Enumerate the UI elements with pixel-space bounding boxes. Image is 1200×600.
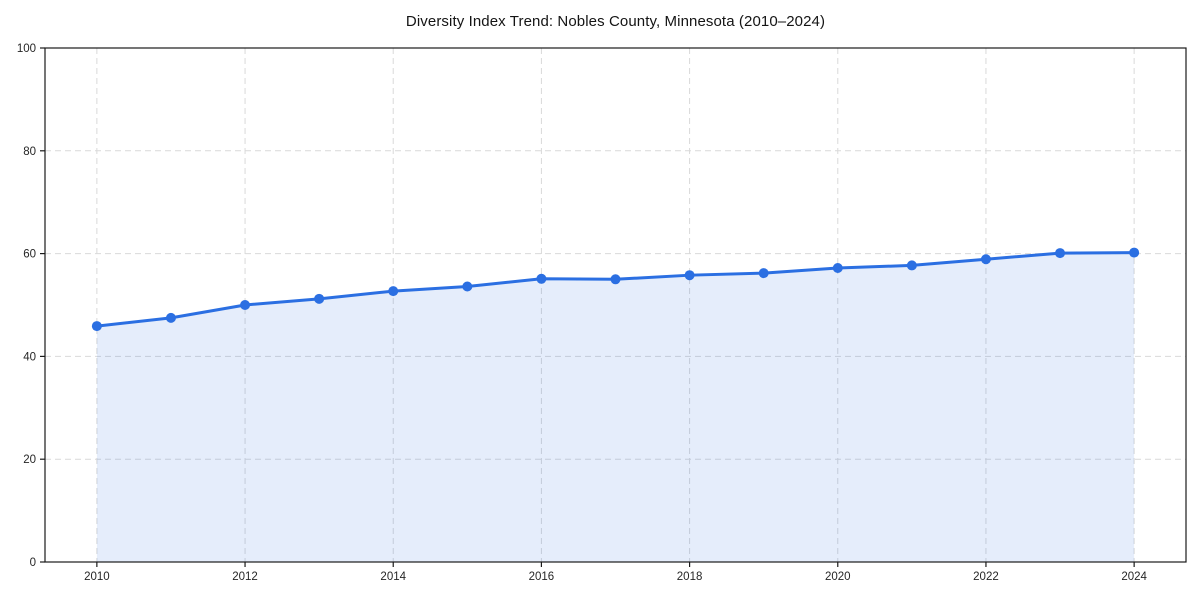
- data-point: [980, 254, 991, 265]
- y-axis-tick-label: 0: [30, 557, 36, 569]
- data-point: [536, 273, 547, 284]
- data-point: [832, 262, 843, 273]
- data-point: [1129, 247, 1140, 258]
- data-point: [462, 281, 473, 292]
- data-point: [684, 270, 695, 281]
- data-point: [758, 268, 769, 279]
- y-axis-tick-label: 100: [17, 43, 36, 55]
- x-axis-tick-label: 2012: [232, 571, 258, 583]
- data-point: [165, 312, 176, 323]
- data-point: [91, 321, 102, 332]
- y-axis-tick-label: 40: [23, 351, 36, 363]
- x-axis-tick-label: 2016: [529, 571, 555, 583]
- area-fill: [96, 252, 1135, 562]
- x-axis-tick-label: 2010: [84, 571, 110, 583]
- data-point: [1055, 248, 1066, 259]
- y-axis-tick-label: 20: [23, 454, 36, 466]
- data-point: [314, 293, 325, 304]
- chart-title: Diversity Index Trend: Nobles County, Mi…: [405, 13, 826, 30]
- x-axis-tick-label: 2024: [1121, 571, 1147, 583]
- data-point: [240, 300, 251, 310]
- data-point: [906, 260, 917, 271]
- x-axis-tick-label: 2022: [973, 571, 999, 583]
- plot-border: [44, 47, 1187, 563]
- data-point: [388, 286, 399, 297]
- x-axis-tick-label: 2014: [380, 571, 406, 583]
- y-axis-tick-label: 80: [23, 146, 36, 158]
- y-axis-tick-label: 60: [23, 249, 36, 261]
- x-axis-tick-label: 2018: [677, 571, 703, 583]
- data-point: [610, 274, 621, 285]
- x-axis-tick-label: 2020: [825, 571, 851, 583]
